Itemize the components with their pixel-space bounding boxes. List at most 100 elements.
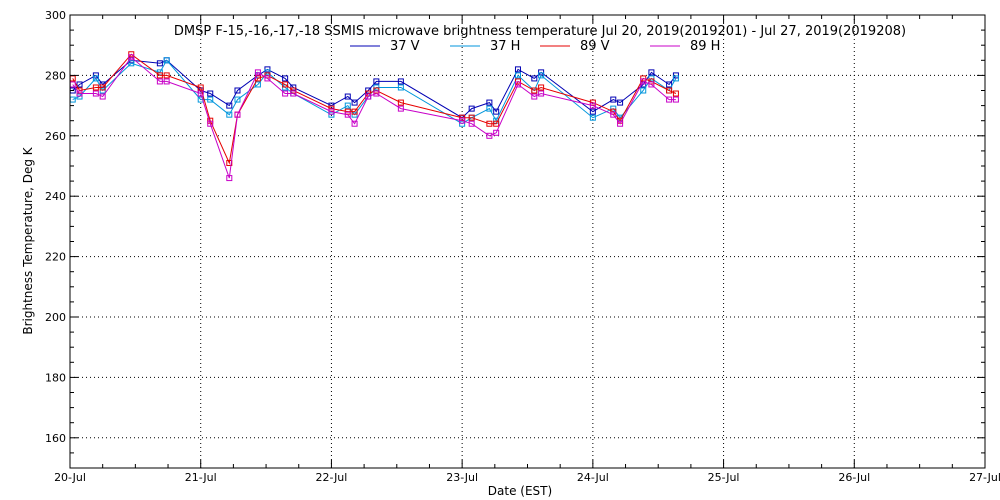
data-point [531,75,538,82]
data-point [99,84,106,91]
data-point [486,99,493,106]
series-layer [69,51,679,182]
data-point [76,93,83,100]
data-point [264,75,271,82]
x-tick-label: 25-Jul [708,471,740,484]
data-point [197,84,204,91]
data-point [290,90,297,97]
y-tick-label: 280 [45,69,66,82]
legend-item: 37 V [350,39,420,54]
data-point [468,114,475,121]
data-point [351,111,358,118]
series-line [72,53,677,165]
data-point [648,78,655,85]
data-point [76,81,83,88]
data-point [373,90,380,97]
data-point [397,84,404,91]
data-point [254,69,261,76]
data-point [493,129,500,136]
legend-label: 89 H [690,39,720,54]
data-point [197,90,204,97]
plot-frame [69,14,986,469]
data-point [672,96,679,103]
x-tick-label: 20-Jul [54,471,86,484]
data-point [365,93,372,100]
x-tick-label: 24-Jul [577,471,609,484]
series-89-v [69,51,679,166]
data-point [344,102,351,109]
data-point [234,87,241,94]
y-tick-label: 160 [45,432,66,445]
data-point [226,175,233,182]
y-tick-label: 260 [45,130,66,143]
data-point [344,93,351,100]
legend-item: 37 H [450,39,520,54]
data-point [397,99,404,106]
data-point [207,120,214,127]
data-point [672,72,679,79]
data-point [610,111,617,118]
data-point [351,99,358,106]
data-point [514,72,521,79]
data-point [328,108,335,115]
data-point [163,78,170,85]
data-point [493,120,500,127]
data-point [351,120,358,127]
x-tick-label: 27-Jul [969,471,1000,484]
data-point [351,108,358,115]
data-point [468,120,475,127]
x-axis-title: Date (EST) [488,484,552,498]
y-tick-label: 200 [45,311,66,324]
data-point [610,108,617,115]
data-point [648,81,655,88]
data-point [617,120,624,127]
data-point [666,87,673,94]
legend-label: 37 V [390,39,420,54]
data-point [648,69,655,76]
y-axis: 160 180 200 220 240 260 280 300 [45,9,985,469]
data-point [486,105,493,112]
data-point [538,90,545,97]
data-point [163,72,170,79]
data-point [617,99,624,106]
chart-title: DMSP F-15,-16,-17,-18 SSMIS microwave br… [174,24,906,39]
legend-label: 89 V [580,39,610,54]
y-tick-label: 300 [45,9,66,22]
data-point [282,90,289,97]
x-tick-label: 26-Jul [838,471,870,484]
legend-item: 89 H [650,39,720,54]
data-point [344,108,351,115]
data-point [163,57,170,64]
x-tick-label: 21-Jul [185,471,217,484]
data-point [640,78,647,85]
data-point [344,111,351,118]
data-point [589,102,596,109]
legend-item: 89 V [540,39,610,54]
legend-label: 37 H [490,39,520,54]
data-point [589,114,596,121]
data-point [493,108,500,115]
data-point [610,96,617,103]
data-point [672,90,679,97]
data-point [373,84,380,91]
data-point [514,66,521,73]
data-point [254,81,261,88]
data-point [234,96,241,103]
data-point [226,111,233,118]
data-point [459,117,466,124]
data-point [282,75,289,82]
data-point [397,78,404,85]
data-point [531,87,538,94]
series-line [72,59,677,125]
data-point [76,90,83,97]
data-point [328,111,335,118]
data-point [373,78,380,85]
y-axis-title: Brightness Temperature, Deg K [21,146,35,334]
data-point [226,102,233,109]
data-point [234,111,241,118]
y-tick-label: 240 [45,190,66,203]
legend: 37 V 37 H 89 V 89 H [350,39,720,54]
series-89-h [69,54,679,182]
data-point [666,81,673,88]
